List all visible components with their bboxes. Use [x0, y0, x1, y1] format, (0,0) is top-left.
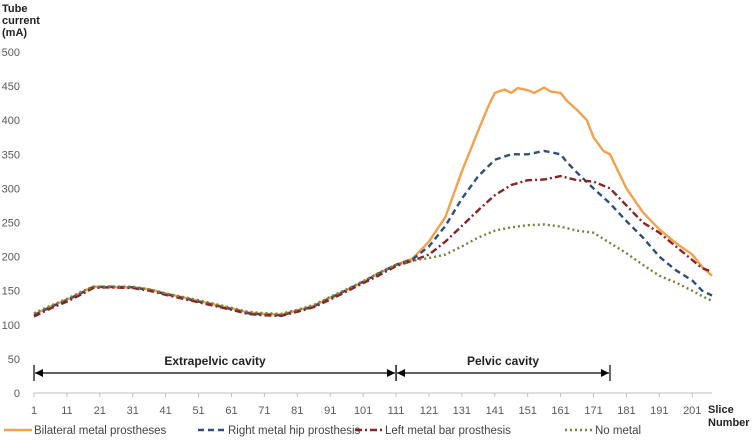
- region-arrowhead: [35, 369, 43, 377]
- legend-label: Left metal bar prosthesis: [385, 425, 511, 437]
- x-tick-label: 201: [683, 405, 701, 417]
- x-tick-label: 61: [225, 405, 237, 417]
- y-tick-label: 150: [2, 286, 20, 298]
- x-tick-label: 181: [617, 405, 635, 417]
- x-tick-label: 191: [650, 405, 668, 417]
- y-tick-label: 0: [14, 388, 20, 400]
- y-tick-label: 350: [2, 149, 20, 161]
- x-tick-label: 21: [94, 405, 106, 417]
- x-tick-label: 31: [127, 405, 139, 417]
- y-tick-label: 400: [2, 115, 20, 127]
- y-tick-label: 300: [2, 183, 20, 195]
- x-tick-label: 71: [258, 405, 270, 417]
- series-lines: [33, 86, 713, 318]
- x-tick-label: 151: [519, 405, 537, 417]
- x-tick-label: 81: [291, 405, 303, 417]
- legend: Bilateral metal prostheses Right metal hi…: [4, 425, 641, 437]
- region-annotations: Extrapelvic cavity Pelvic cavity: [33, 354, 611, 381]
- y-tick-label: 100: [2, 320, 20, 332]
- region-arrowhead: [397, 369, 406, 377]
- y-axis-title-line: (mA): [2, 27, 27, 39]
- x-tick-label: 1: [31, 405, 37, 417]
- region-label: Pelvic cavity: [467, 354, 539, 368]
- x-tick-label: 111: [388, 405, 405, 417]
- y-axis-title-line: Tube: [2, 3, 27, 15]
- x-tick-label: 171: [584, 405, 602, 417]
- y-tick-label: 250: [2, 218, 20, 230]
- y-tick-label: 200: [2, 252, 20, 264]
- x-axis-title-line: Number: [708, 417, 750, 429]
- x-tick-label: 51: [192, 405, 204, 417]
- series-line-1: [33, 149, 713, 317]
- region-arrowhead: [387, 369, 396, 377]
- region-label: Extrapelvic cavity: [164, 354, 266, 368]
- y-axis-title-line: current: [2, 15, 40, 27]
- x-tick-label: 141: [486, 405, 504, 417]
- x-tick-label: 11: [61, 405, 72, 417]
- x-axis-title-line: Slice: [708, 404, 734, 416]
- x-axis-ticks: 1 11 21 31 41 51 61 71 81 91 101 111 121 131 141 151 161…: [31, 405, 701, 417]
- x-tick-label: 121: [420, 405, 438, 417]
- series-line-0: [33, 86, 713, 316]
- x-tick-label: 91: [324, 405, 336, 417]
- legend-label: No metal: [595, 425, 641, 437]
- series-line-3: [33, 223, 713, 316]
- axes: [33, 392, 712, 397]
- legend-label: Right metal hip prosthesis: [228, 425, 361, 437]
- legend-label: Bilateral metal prostheses: [34, 425, 167, 437]
- y-tick-label: 500: [2, 47, 20, 59]
- y-tick-label: 450: [2, 81, 20, 93]
- series-line-2: [33, 174, 713, 318]
- x-tick-label: 131: [453, 405, 471, 417]
- x-tick-label: 161: [551, 405, 569, 417]
- x-tick-label: 41: [160, 405, 172, 417]
- region-arrowhead: [600, 369, 609, 377]
- y-axis-ticks: 0 50 100 150 200 250 300 350 400 450 500: [2, 47, 20, 400]
- x-tick-label: 101: [354, 405, 372, 417]
- y-tick-label: 50: [8, 354, 20, 366]
